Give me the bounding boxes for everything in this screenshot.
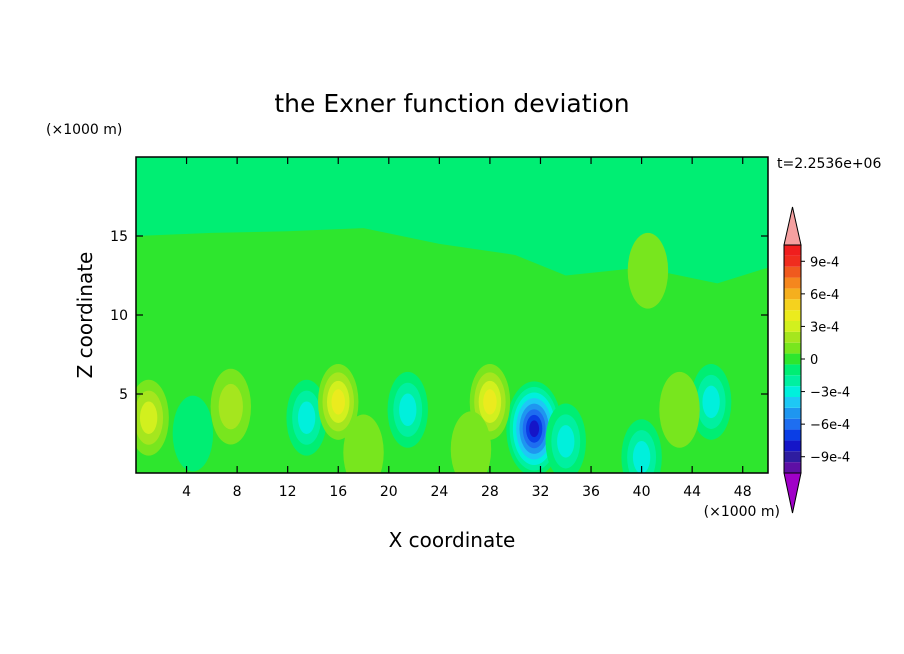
colorbar-bottom-triangle [783,472,802,514]
colorbar-segment [784,375,801,387]
field-blob-6-level-0 [172,395,214,472]
x-tick-label: 16 [329,484,347,500]
field-blob-12-level-0 [343,414,384,473]
x-tick-label: 20 [380,484,398,500]
x-tick-label: 32 [532,484,550,500]
colorbar-segment [784,266,801,278]
contour-field [136,157,768,473]
field-blob-5-level-2 [632,440,651,473]
field-blob-8-level-3 [331,389,345,415]
colorbar-segment [784,288,801,300]
field-blob-7-level-2 [139,401,158,434]
x-tick-label: 28 [481,484,499,500]
chart-title: the Exner function deviation [274,89,629,118]
colorbar-segment [784,331,801,343]
y-unit-label: (×1000 m) [46,122,122,138]
colorbar-tick-label: 6e-4 [810,288,839,303]
field-blob-2-level-2 [297,401,316,434]
field-blob-11-level-0 [659,371,700,448]
y-axis-title: Z coordinate [73,252,97,379]
colorbar-segment [784,462,801,473]
x-tick-label: 8 [233,484,242,500]
colorbar-segment [784,407,801,419]
field-blob-0-level-7 [529,420,540,438]
colorbar-segment [784,429,801,441]
colorbar-tick-label: −6e-4 [810,418,850,433]
field-blob-1-level-2 [557,425,575,458]
colorbar-segment [784,451,801,463]
field-blob-3-level-2 [399,393,417,427]
x-tick-label: 40 [633,484,651,500]
colorbar-segment [784,353,801,365]
colorbar-tick-label: 9e-4 [810,255,839,270]
colorbar-tick-label: −3e-4 [810,386,850,401]
colorbar-segment [784,364,801,376]
colorbar-segment [784,397,801,408]
field-blob-13-level-0 [450,411,492,473]
colorbar-segment [784,386,801,397]
colorbar-segment [784,321,801,332]
colorbar-segment [784,245,801,256]
y-tick-label: 15 [110,229,128,245]
x-tick-label: 12 [279,484,297,500]
colorbar-top-triangle [783,206,802,246]
colorbar-segment [784,255,801,267]
x-tick-label: 48 [734,484,752,500]
colorbar-segment [784,418,801,430]
time-label: t=2.2536e+06 [777,156,881,172]
colorbar-segment [784,277,801,289]
colorbar-segment [784,440,801,452]
y-tick-label: 10 [110,308,128,324]
x-tick-label: 44 [683,484,701,500]
x-axis-title: X coordinate [389,528,516,552]
colorbar-tick-label: −9e-4 [810,451,850,466]
x-unit-label: (×1000 m) [704,504,780,520]
field-blob-4-level-2 [702,385,720,419]
colorbar: 9e-4 6e-4 3e-4 0 −3e-4 −6e-4 −9e-4 [783,206,850,514]
x-tick-label: 4 [182,484,191,500]
field-blob-9-level-3 [483,389,497,415]
field-blob-10-level-1 [218,383,243,430]
colorbar-tick-label: 3e-4 [810,320,839,335]
colorbar-segment [784,310,801,321]
colorbar-segment [784,342,801,354]
x-tick-label: 24 [430,484,448,500]
y-tick-label: 5 [119,387,128,403]
field-blob-14-level-0 [627,232,669,309]
colorbar-tick-label: 0 [810,353,818,368]
colorbar-segment [784,299,801,311]
x-tick-label: 36 [582,484,600,500]
